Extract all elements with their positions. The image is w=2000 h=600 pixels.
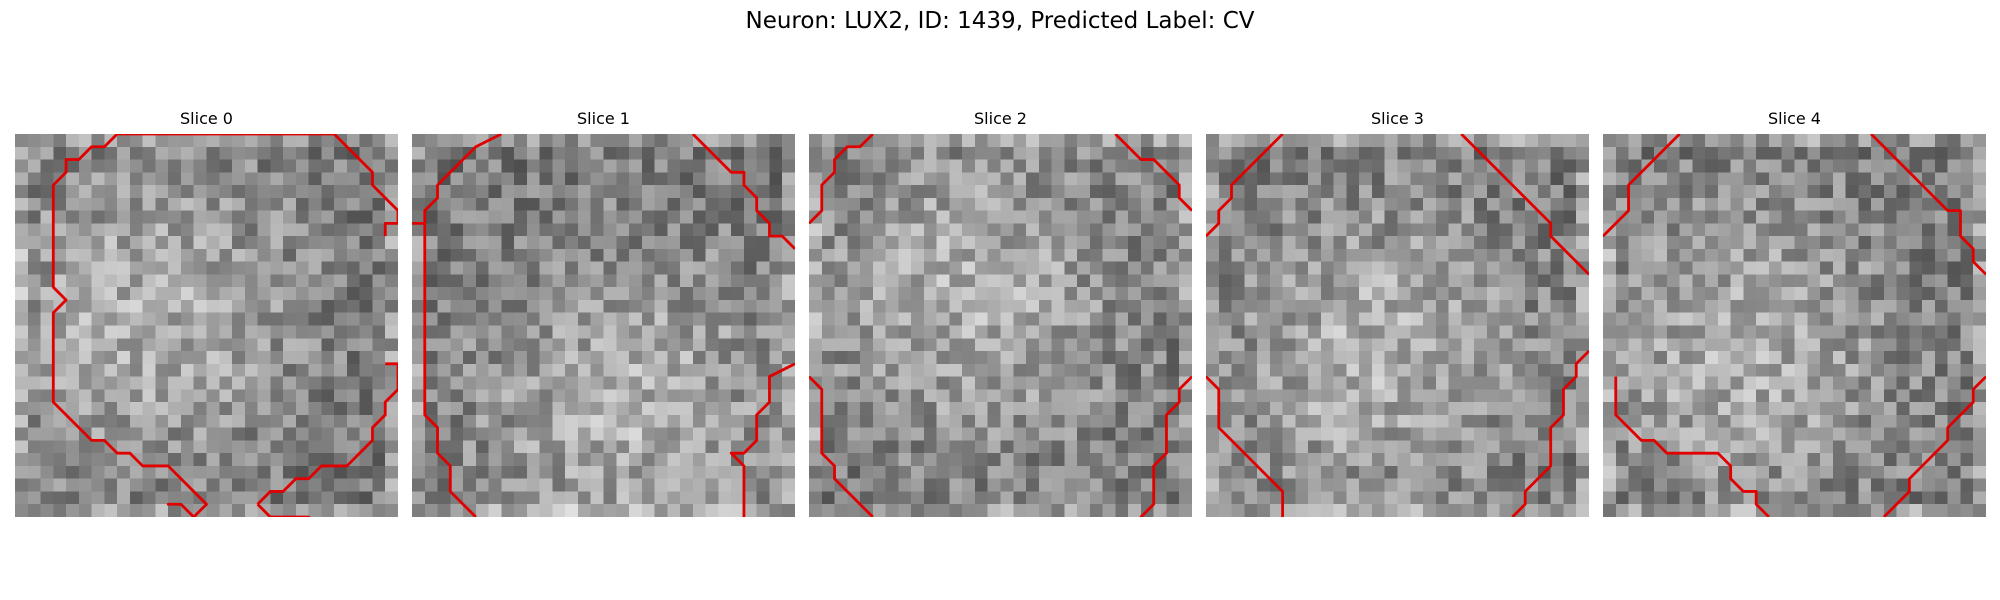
figure-title: Neuron: LUX2, ID: 1439, Predicted Label:… xyxy=(745,8,1255,34)
slice-title-0: Slice 0 xyxy=(180,109,233,128)
contour-line-4-3 xyxy=(1882,375,1986,517)
slice-image-2 xyxy=(809,134,1192,517)
contour-line-1-0 xyxy=(412,134,502,225)
contour-line-4-1 xyxy=(1870,134,1986,276)
slice-title-4: Slice 4 xyxy=(1768,109,1821,128)
contour-line-3-1 xyxy=(1460,134,1589,276)
contour-line-4-2 xyxy=(1614,376,1770,517)
slice-image-4 xyxy=(1603,134,1986,517)
slice-image-3 xyxy=(1206,134,1589,517)
contour-line-2-3 xyxy=(1139,375,1192,517)
contour-line-0-2 xyxy=(256,362,398,506)
contour-line-1-2 xyxy=(423,223,477,517)
contour-line-2-2 xyxy=(809,375,874,517)
contour-line-0-1 xyxy=(51,197,208,517)
slice-title-2: Slice 2 xyxy=(974,109,1027,128)
slice-panel-2: Slice 2 xyxy=(809,109,1192,517)
slice-panel-0: Slice 0 xyxy=(15,109,398,517)
contour-line-3-2 xyxy=(1206,375,1285,517)
contour-line-3-3 xyxy=(1511,350,1589,517)
slice-title-1: Slice 1 xyxy=(577,109,630,128)
contour-line-4-0 xyxy=(1603,134,1681,238)
contour-line-0-3 xyxy=(256,503,311,517)
slice-image-0 xyxy=(15,134,398,517)
contour-line-1-3 xyxy=(729,362,795,517)
slice-panel-1: Slice 1 xyxy=(412,109,795,517)
contour-line-1-1 xyxy=(691,134,795,250)
slice-title-3: Slice 3 xyxy=(1371,109,1424,128)
slice-panel-3: Slice 3 xyxy=(1206,109,1589,517)
slice-image-1 xyxy=(412,134,795,517)
contour-line-3-0 xyxy=(1206,134,1284,238)
contour-line-0-0 xyxy=(51,134,398,237)
contour-line-2-1 xyxy=(1114,134,1192,212)
contour-line-2-0 xyxy=(809,134,874,225)
slice-panel-4: Slice 4 xyxy=(1603,109,1986,517)
